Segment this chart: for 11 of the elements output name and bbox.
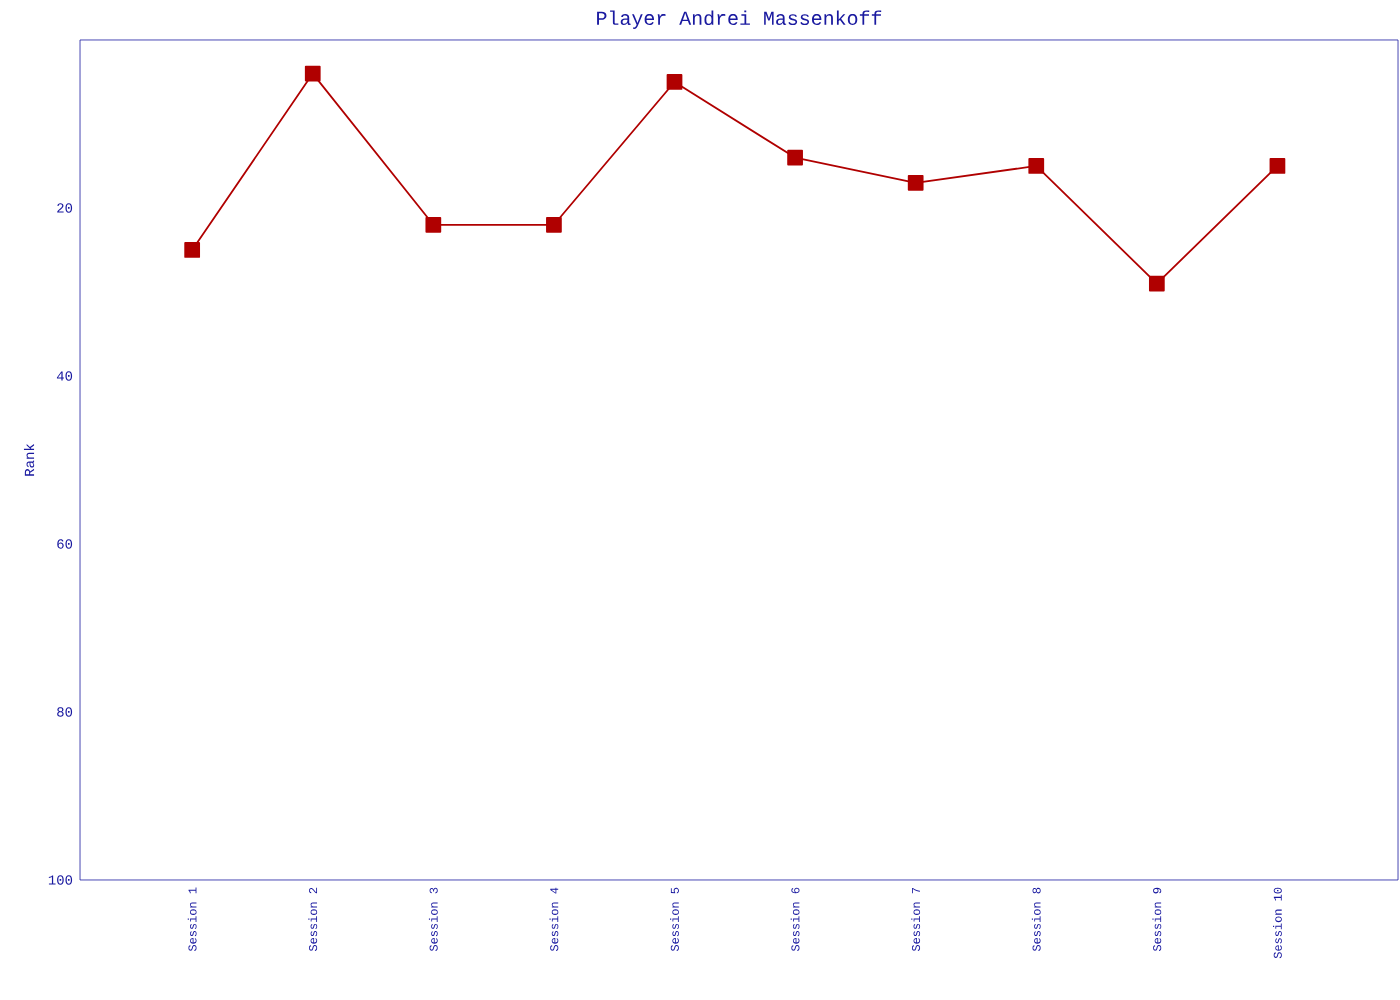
point [907, 174, 924, 191]
point [1148, 275, 1165, 292]
point [787, 149, 803, 166]
point [184, 242, 201, 258]
point [546, 216, 562, 233]
point [304, 65, 321, 82]
point [666, 74, 683, 90]
point [425, 216, 442, 233]
point [1269, 158, 1286, 174]
point [1028, 158, 1045, 174]
chart-title: Player Andrei Massenkoff [597, 10, 882, 29]
